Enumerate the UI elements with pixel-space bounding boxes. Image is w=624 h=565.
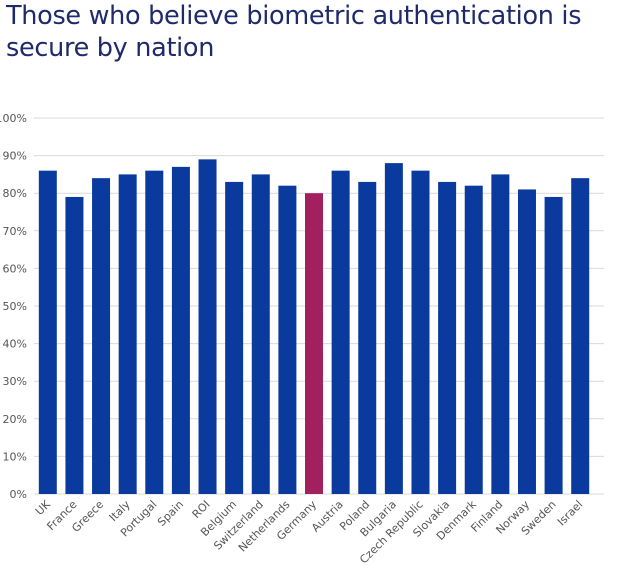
x-category-label: Israel [555, 498, 585, 528]
y-tick-label: 60% [3, 262, 27, 275]
bar-germany [305, 193, 324, 494]
y-tick-label: 50% [3, 300, 27, 313]
y-tick-label: 100% [0, 112, 27, 125]
bar-switzerland [251, 174, 270, 494]
y-tick-label: 90% [3, 150, 27, 163]
bar-finland [491, 174, 510, 494]
bars [38, 159, 590, 495]
bar-belgium [225, 181, 244, 495]
bar-roi [198, 159, 217, 495]
y-axis-tick-labels: 0% 10% 20% 30% 40% 50% 60% 70% 80% 90% 100% [0, 112, 27, 501]
bar-italy [118, 174, 137, 494]
y-tick-label: 80% [3, 187, 27, 200]
bar-denmark [464, 185, 483, 494]
bar-czech-republic [411, 170, 430, 494]
bar-france [65, 196, 84, 494]
bar-norway [517, 189, 536, 494]
bar-poland [358, 181, 377, 495]
y-tick-label: 40% [3, 338, 27, 351]
chart-title: Those who believe biometric authenticati… [6, 1, 582, 63]
x-category-label: UK [33, 497, 54, 518]
bar-sweden [544, 196, 563, 494]
y-tick-label: 10% [3, 450, 27, 463]
bar-slovakia [438, 181, 457, 495]
y-tick-label: 20% [3, 413, 27, 426]
y-tick-label: 30% [3, 375, 27, 388]
bar-greece [92, 178, 111, 494]
bar-bulgaria [384, 163, 403, 494]
y-tick-label: 70% [3, 225, 27, 238]
bar-israel [571, 178, 590, 494]
bar-spain [171, 166, 190, 494]
bar-austria [331, 170, 350, 494]
x-category-label: Spain [155, 498, 186, 529]
bar-uk [38, 170, 57, 494]
bar-netherlands [278, 185, 297, 494]
bar-portugal [145, 170, 164, 494]
y-tick-label: 0% [10, 488, 27, 501]
